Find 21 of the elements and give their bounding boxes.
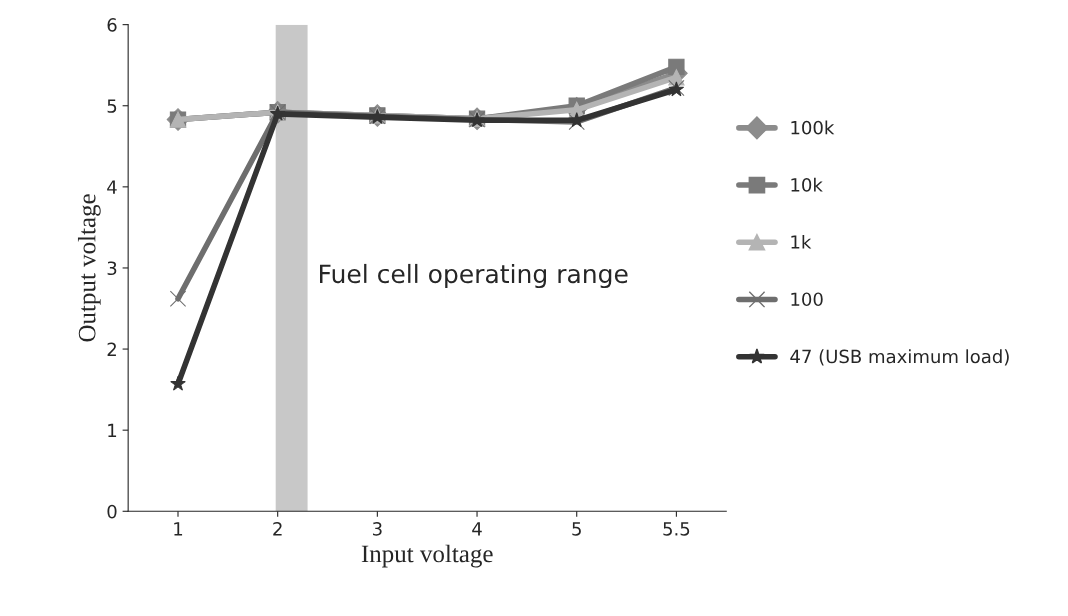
legend-label: 100 (791, 292, 823, 307)
legend-label: 1k (791, 234, 812, 249)
y-tick-label: 1 (108, 423, 117, 438)
x-tick-label: 2 (273, 522, 282, 536)
x-tick-label: 5.5 (663, 522, 690, 536)
x-tick-label: 4 (472, 522, 482, 536)
y-tick-label: 4 (107, 180, 117, 194)
x-tick-label: 5 (572, 522, 581, 536)
y-tick-label: 3 (107, 261, 117, 276)
legend-label: 100k (791, 120, 835, 135)
y-tick-label: 0 (107, 504, 117, 519)
x-axis-title: Input voltage (361, 544, 493, 568)
legend-label: 47 (USB maximum load) (790, 349, 1009, 366)
x-tick-label: 1 (174, 522, 183, 536)
legend-label: 10k (791, 177, 823, 192)
y-tick-label: 5 (107, 99, 117, 113)
y-axis-title: Output voltage (77, 194, 101, 342)
x-tick-label: 3 (372, 522, 382, 536)
y-tick-label: 6 (107, 18, 117, 32)
annotation: Fuel cell operating range (320, 263, 628, 289)
y-tick-label: 2 (107, 342, 116, 356)
